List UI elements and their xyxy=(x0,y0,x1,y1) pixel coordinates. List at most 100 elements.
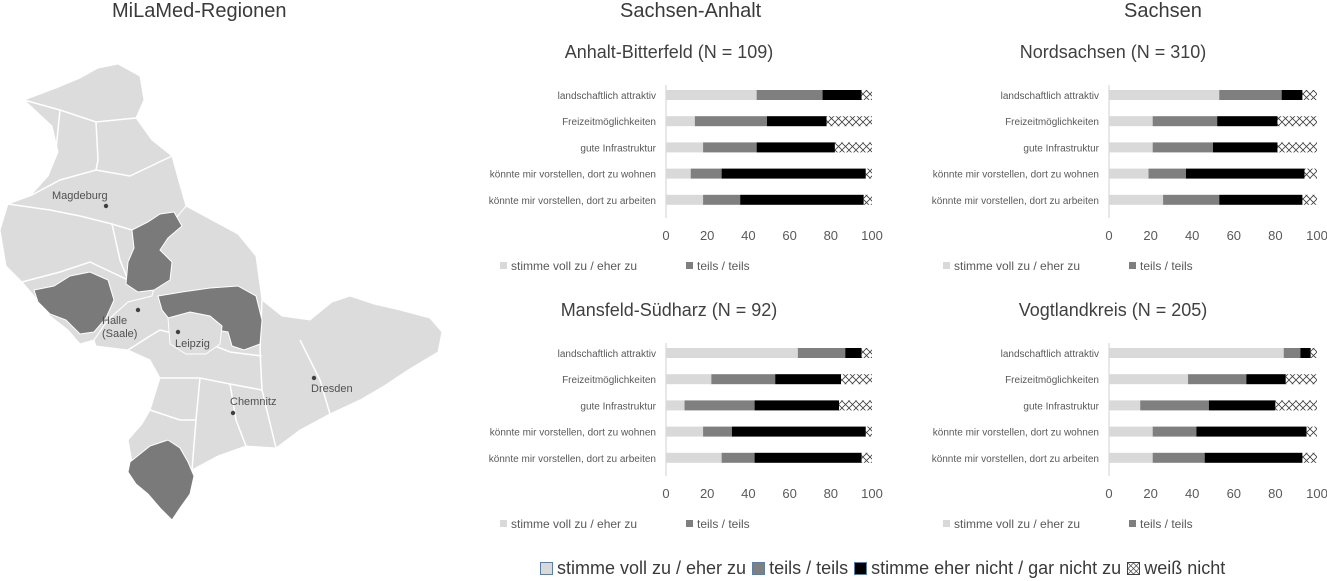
map-cities: Magdeburg Halle (Saale) Leipzig Chemnitz Dres… xyxy=(52,190,353,416)
chart-title: Nordsachsen (N = 310) xyxy=(1020,42,1207,62)
legend-label-agree: stimme voll zu / eher zu xyxy=(954,517,1080,531)
bar-segment-agree xyxy=(666,194,704,205)
x-tick-label: 80 xyxy=(824,228,838,243)
bar-segment-neutral xyxy=(711,374,776,385)
legend-label-dontknow: weiß nicht xyxy=(1144,558,1226,578)
category-label: gute Infrastruktur xyxy=(580,401,656,412)
city-label-dresden: Dresden xyxy=(311,383,353,395)
legend-label-neutral: teils / teils xyxy=(769,558,849,578)
bar-segment-disagree xyxy=(766,116,827,127)
legend-label-disagree: stimme eher nicht / gar nicht zu xyxy=(871,558,1122,578)
bar-segment-disagree xyxy=(1300,348,1311,358)
bar-segment-dontknow xyxy=(1275,400,1317,411)
category-label: könnte mir vorstellen, dort zu arbeiten xyxy=(932,454,1099,465)
category-label: könnte mir vorstellen, dort zu wohnen xyxy=(933,428,1099,439)
bar-segment-dontknow xyxy=(865,168,872,179)
bar-segment-dontknow xyxy=(826,116,872,127)
x-tick-label: 0 xyxy=(1105,228,1112,243)
bar-segment-dontknow xyxy=(1277,142,1317,153)
chart-title: Mansfeld-Südharz (N = 92) xyxy=(561,300,778,320)
legend-swatch-agree xyxy=(943,262,950,269)
legend-label-neutral: teils / teils xyxy=(697,259,750,273)
category-label: könnte mir vorstellen, dort zu arbeiten xyxy=(489,196,656,207)
bar-segment-neutral xyxy=(797,348,846,358)
x-tick-label: 40 xyxy=(741,486,755,501)
x-tick-label: 60 xyxy=(1227,228,1241,243)
bar-segment-disagree xyxy=(1185,168,1305,179)
legend-swatch-agree xyxy=(943,520,950,527)
city-label-chemnitz: Chemnitz xyxy=(230,396,276,408)
x-tick-label: 0 xyxy=(662,228,669,243)
bar-segment-disagree xyxy=(756,142,835,153)
x-tick-label: 100 xyxy=(1306,228,1327,243)
category-label: könnte mir vorstellen, dort zu wohnen xyxy=(490,170,656,181)
legend-swatch-agree xyxy=(540,562,553,575)
x-tick-label: 0 xyxy=(1105,486,1112,501)
bar-segment-neutral xyxy=(690,168,722,179)
bar-segment-neutral xyxy=(1148,168,1186,179)
bar-segment-agree xyxy=(1109,142,1153,153)
legend-label-agree: stimme voll zu / eher zu xyxy=(954,259,1080,273)
category-label: landschaftlich attraktiv xyxy=(558,349,656,360)
x-tick-label: 20 xyxy=(700,486,714,501)
bar-segment-neutral xyxy=(1140,400,1209,411)
bar-segment-dontknow xyxy=(1285,374,1317,385)
category-label: Freizeitmöglichkeiten xyxy=(1005,117,1099,128)
x-tick-label: 20 xyxy=(1143,228,1157,243)
legend-label-agree: stimme voll zu / eher zu xyxy=(511,259,637,273)
legend-swatch-dontknow xyxy=(1127,562,1141,575)
city-dot-dresden xyxy=(311,375,317,381)
bar-segment-disagree xyxy=(845,348,862,358)
bar-segment-neutral xyxy=(703,426,732,437)
x-tick-label: 60 xyxy=(782,486,796,501)
city-label-magdeburg: Magdeburg xyxy=(52,190,108,202)
category-label: landschaftlich attraktiv xyxy=(1001,349,1099,360)
bar-segment-disagree xyxy=(754,452,862,463)
region-map: Magdeburg Halle (Saale) Leipzig Chemnitz Dres… xyxy=(0,63,443,521)
bar-segment-agree xyxy=(666,348,798,358)
category-label: gute Infrastruktur xyxy=(1023,143,1099,154)
bar-segment-dontknow xyxy=(1310,348,1317,358)
x-tick-label: 20 xyxy=(1143,486,1157,501)
legend-label-neutral: teils / teils xyxy=(1140,259,1193,273)
bar-segment-agree xyxy=(1109,194,1164,205)
bar-segment-dontknow xyxy=(839,400,872,411)
map-region-anhalt-bitterfeld xyxy=(125,211,183,293)
bar-segment-neutral xyxy=(1219,90,1282,100)
bar-segment-dontknow xyxy=(841,374,872,385)
bar-segment-disagree xyxy=(754,400,840,411)
x-tick-label: 60 xyxy=(782,228,796,243)
legend-swatch-neutral xyxy=(686,262,693,269)
bar-segment-agree xyxy=(1109,400,1141,411)
sachsen-heading: Sachsen xyxy=(1124,0,1202,22)
category-label: Freizeitmöglichkeiten xyxy=(562,375,656,386)
category-label: Freizeitmöglichkeiten xyxy=(562,117,656,128)
legend-item-disagree: stimme eher nicht / gar nicht zu xyxy=(854,558,1121,579)
bar-segment-disagree xyxy=(1281,90,1303,100)
category-label: könnte mir vorstellen, dort zu wohnen xyxy=(933,170,1099,181)
bar-segment-agree xyxy=(666,452,722,463)
chart-mansfeld-suedharz: Mansfeld-Südharz (N = 92) landschaftlich … xyxy=(489,300,883,531)
sachsen-anhalt-heading: Sachsen-Anhalt xyxy=(620,0,762,22)
x-tick-label: 80 xyxy=(824,486,838,501)
bar-segment-dontknow xyxy=(861,90,872,100)
legend-item-dontknow: weiß nicht xyxy=(1127,558,1225,579)
category-label: Freizeitmöglichkeiten xyxy=(1005,375,1099,386)
category-label: gute Infrastruktur xyxy=(580,143,656,154)
x-tick-label: 20 xyxy=(700,228,714,243)
bar-segment-disagree xyxy=(1213,142,1278,153)
bar-segment-disagree xyxy=(1196,426,1307,437)
x-tick-label: 80 xyxy=(1268,228,1282,243)
x-tick-label: 80 xyxy=(1268,486,1282,501)
bar-segment-agree xyxy=(1109,426,1153,437)
legend-label-agree: stimme voll zu / eher zu xyxy=(511,517,637,531)
bar-segment-agree xyxy=(666,116,695,127)
bar-segment-dontknow xyxy=(1302,452,1317,463)
category-label: könnte mir vorstellen, dort zu arbeiten xyxy=(489,454,656,465)
legend-swatch-disagree xyxy=(854,562,868,575)
city-dot-magdeburg xyxy=(103,203,109,209)
x-tick-label: 100 xyxy=(861,228,883,243)
bar-segment-agree xyxy=(666,374,712,385)
bar-segment-agree xyxy=(1109,452,1153,463)
legend-swatch-neutral xyxy=(1129,262,1136,269)
